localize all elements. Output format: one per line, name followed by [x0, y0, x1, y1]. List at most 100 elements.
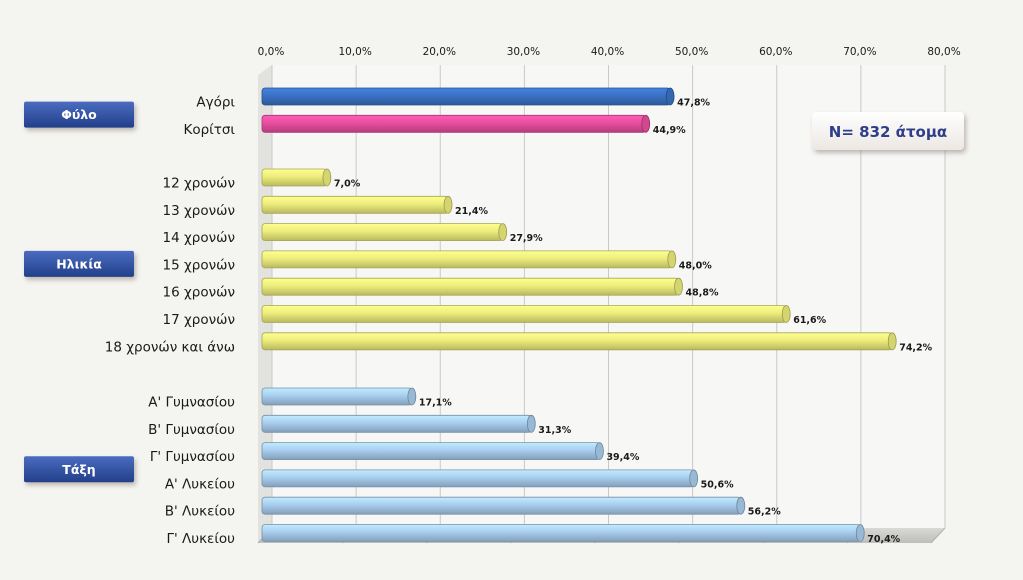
bar-cap: [781, 305, 791, 323]
bar-body: [261, 277, 679, 296]
category-label: Α' Γυμνασίου: [148, 395, 235, 411]
bar-body: [261, 332, 893, 351]
value-label: 50,6%: [701, 479, 734, 490]
value-label: 21,4%: [455, 206, 488, 217]
x-tick-label: 0,0%: [258, 46, 285, 58]
bar-cap: [498, 223, 508, 242]
category-label: 12 χρονών: [163, 176, 235, 192]
x-tick-label: 50,0%: [675, 46, 708, 58]
x-tick-label: 80,0%: [927, 46, 960, 58]
group-labels: Φύλο Ηλικία Τάξη: [24, 101, 134, 483]
value-label: 56,2%: [748, 507, 781, 518]
bar: [261, 223, 508, 242]
bar: [261, 524, 865, 542]
category-label: Γ' Γυμνασίου: [150, 449, 235, 465]
bar-cap: [665, 87, 675, 106]
value-labels: 47,8% 44,9% 7,0% 21,4% 27,9% 48,0% 48,8% 61,6% 7…: [334, 98, 933, 546]
x-tick-label: 20,0%: [423, 46, 456, 58]
bar-cap: [526, 414, 536, 433]
category-label: Α' Λυκείου: [165, 476, 235, 492]
bar: [261, 250, 677, 269]
group-label: Τάξη: [62, 462, 95, 477]
group-badge: [24, 250, 134, 277]
bar-body: [261, 442, 600, 461]
bar-body: [261, 524, 861, 542]
bar-body: [261, 469, 695, 488]
value-label: 31,3%: [538, 425, 571, 436]
bar: [261, 332, 897, 351]
value-label: 44,9%: [653, 125, 686, 136]
sample-size-box-bg: [812, 112, 964, 150]
category-label: 14 χρονών: [163, 230, 235, 246]
bar: [261, 168, 332, 187]
bar-cap: [443, 195, 453, 214]
category-label: 16 χρονών: [163, 285, 235, 301]
bar-cap: [674, 277, 683, 296]
bar-cap: [595, 442, 604, 461]
category-label: Β' Λυκείου: [165, 504, 235, 520]
value-label: 48,0%: [679, 260, 712, 271]
bar-body: [261, 387, 413, 406]
value-label: 39,4%: [606, 452, 639, 463]
bars: [261, 87, 897, 542]
sample-size-box: N= 832 άτομα: [812, 112, 964, 150]
bar-cap: [689, 469, 699, 488]
category-label: Κορίτσι: [183, 122, 235, 138]
value-label: 70,4%: [867, 534, 900, 545]
x-tick-label: 60,0%: [759, 46, 792, 58]
bar-cap: [407, 387, 417, 406]
value-label: 47,8%: [677, 98, 710, 109]
bar-cap: [855, 524, 865, 542]
value-label: 48,8%: [686, 288, 719, 299]
bar: [261, 277, 683, 296]
bar-body: [261, 250, 673, 269]
category-label: Αγόρι: [196, 95, 235, 111]
bar-cap: [667, 250, 677, 269]
bar: [261, 496, 746, 515]
category-labels: Αγόρι Κορίτσι 12 χρονών 13 χρονών 14 χρονών 1…: [105, 95, 236, 548]
category-label: 15 χρονών: [163, 257, 235, 273]
bar: [261, 469, 699, 488]
category-label: Β' Γυμνασίου: [148, 422, 235, 438]
x-axis-ticks: 0,0% 10,0% 20,0% 30,0% 40,0% 50,0% 60,0% 70,0% 8…: [258, 46, 961, 58]
category-label: 13 χρονών: [163, 203, 235, 219]
group-badge: [24, 456, 134, 483]
bar: [261, 442, 604, 461]
bar-cap: [736, 496, 746, 515]
category-label: 18 χρονών και άνω: [105, 339, 235, 355]
category-label: Γ' Λυκείου: [167, 531, 236, 547]
x-tick-label: 10,0%: [338, 46, 371, 58]
bar-body: [261, 496, 742, 515]
group-label: Ηλικία: [56, 256, 102, 271]
category-label: 17 χρονών: [163, 312, 235, 328]
grid-line-floor: [930, 527, 946, 544]
bar-cap: [887, 332, 897, 351]
bar-body: [261, 305, 787, 323]
sample-size-label: N= 832 άτομα: [829, 123, 947, 141]
bar-body: [261, 168, 328, 187]
bar: [261, 87, 675, 106]
bar-cap: [641, 114, 651, 133]
bar-body: [261, 87, 671, 106]
bar-body: [261, 414, 532, 433]
bar: [261, 414, 536, 433]
x-tick-label: 30,0%: [507, 46, 540, 58]
x-tick-label: 40,0%: [591, 46, 624, 58]
value-label: 74,2%: [899, 342, 932, 353]
group-label: Φύλο: [61, 107, 97, 122]
value-label: 27,9%: [510, 233, 543, 244]
group-badge: [24, 101, 134, 128]
bar: [261, 305, 791, 323]
value-label: 61,6%: [793, 315, 826, 326]
bar-body: [261, 195, 449, 214]
bar: [261, 195, 453, 214]
x-tick-label: 70,0%: [843, 46, 876, 58]
bar-cap: [322, 168, 332, 187]
bar: [261, 114, 651, 133]
bar: [261, 387, 417, 406]
value-label: 7,0%: [334, 179, 361, 190]
bar-body: [261, 223, 504, 242]
value-label: 17,1%: [419, 398, 452, 409]
bar-body: [261, 114, 647, 133]
